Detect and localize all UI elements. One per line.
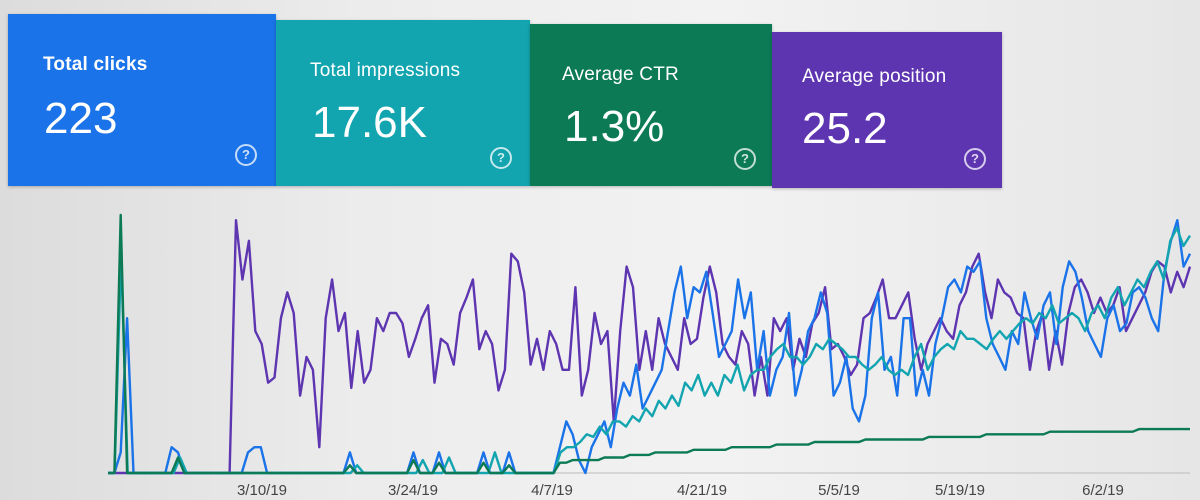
x-tick-label: 3/10/19	[237, 482, 287, 499]
x-tick-layer: 3/10/19 3/24/19 4/7/19 4/21/19 5/5/19 5/19/19…	[237, 482, 1124, 499]
total-impressions-card[interactable]: Total impressions 17.6K ?	[276, 20, 530, 186]
series-line-0	[108, 219, 1192, 475]
average-position-value: 25.2	[802, 104, 888, 153]
x-tick-label: 5/5/19	[818, 482, 860, 499]
total-clicks-value: 223	[44, 94, 118, 143]
average-ctr-label: Average CTR	[562, 64, 679, 85]
summary-cards: Total clicks 223 ? Total impressions 17.…	[0, 0, 1200, 200]
x-tick-label: 6/2/19	[1082, 482, 1124, 499]
average-ctr-value: 1.3%	[564, 102, 665, 151]
series-line-3	[108, 213, 1190, 475]
x-tick-label: 3/24/19	[388, 482, 438, 499]
average-position-label: Average position	[802, 66, 947, 87]
x-tick-label: 4/7/19	[531, 482, 573, 499]
x-tick-label: 5/19/19	[935, 482, 985, 499]
help-icon[interactable]: ?	[235, 144, 257, 166]
average-position-card[interactable]: Average position 25.2 ?	[772, 32, 1002, 188]
total-clicks-label: Total clicks	[43, 54, 148, 75]
performance-line-chart: 3/10/19 3/24/19 4/7/19 4/21/19 5/5/19 5/19/19…	[108, 213, 1192, 499]
total-impressions-value: 17.6K	[312, 98, 427, 147]
total-impressions-label: Total impressions	[310, 60, 461, 81]
help-icon[interactable]: ?	[734, 148, 756, 170]
average-ctr-card[interactable]: Average CTR 1.3% ?	[530, 24, 772, 186]
total-clicks-card[interactable]: Total clicks 223 ?	[8, 14, 276, 186]
x-tick-label: 4/21/19	[677, 482, 727, 499]
series-layer	[108, 213, 1192, 475]
help-icon[interactable]: ?	[490, 147, 512, 169]
help-icon[interactable]: ?	[964, 148, 986, 170]
